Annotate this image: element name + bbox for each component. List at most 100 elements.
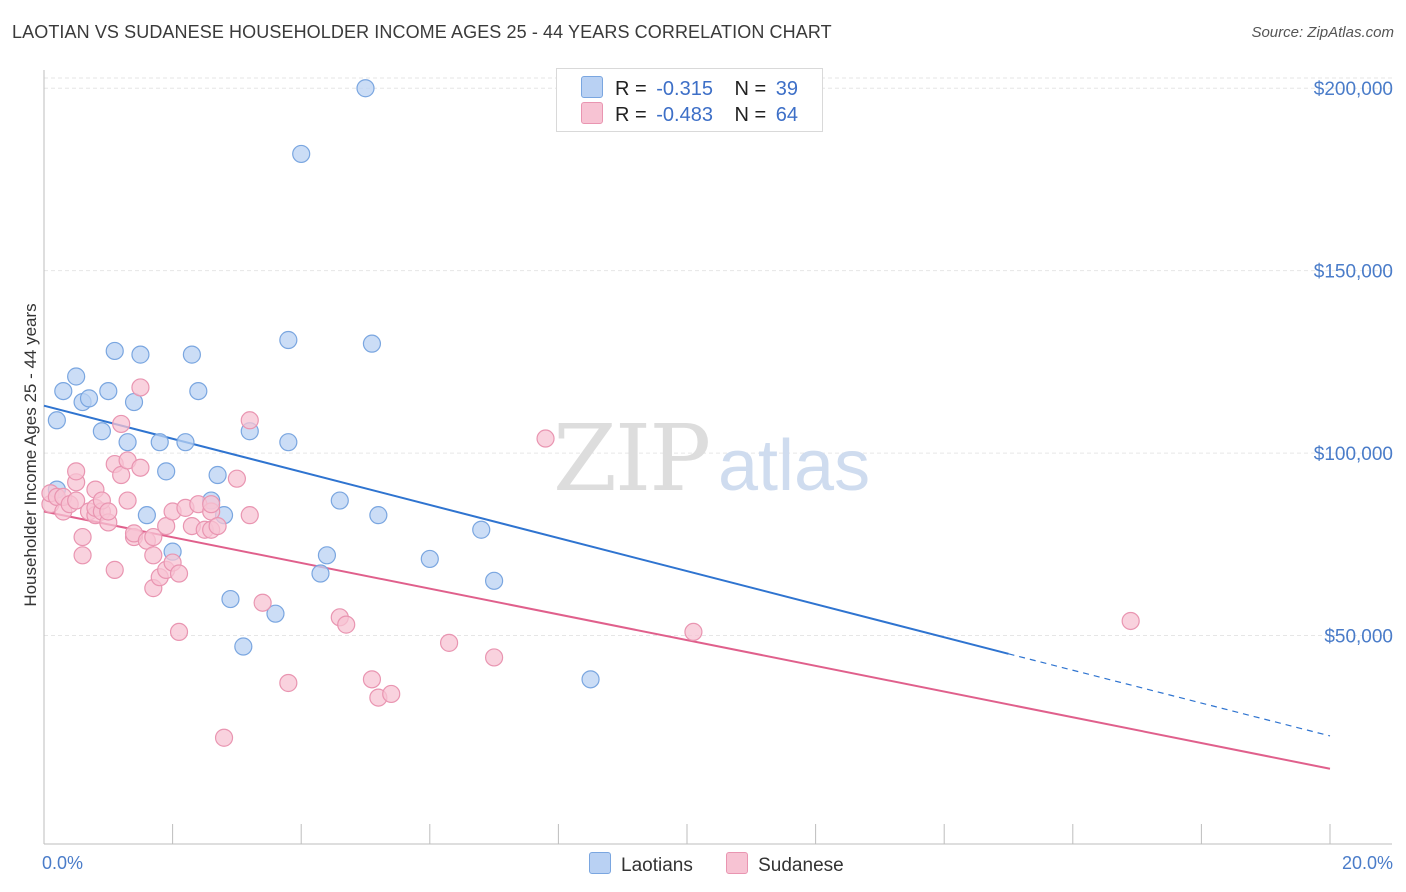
sudanese-point — [253, 593, 272, 612]
legend-r-label: R = — [615, 104, 647, 126]
laotian-point — [99, 381, 118, 401]
laotian-point — [92, 422, 111, 441]
sudanese-point — [536, 429, 555, 448]
sudanese-point — [382, 684, 401, 704]
sudanese-point — [439, 633, 459, 652]
sudanese-point — [105, 560, 124, 579]
laotian-point — [234, 637, 253, 656]
sudanese-point — [144, 527, 163, 547]
legend-label-sudanese: Sudanese — [758, 855, 844, 876]
laotian-point — [472, 520, 491, 539]
legend-row-laotians: R = -0.315 N = 39 — [581, 76, 798, 100]
laotian-point — [105, 341, 124, 361]
sudanese-point — [279, 673, 298, 693]
sudanese-point — [99, 502, 118, 521]
sudanese-point — [73, 546, 92, 565]
y-axis-label: Householder Income Ages 25 - 44 years — [21, 303, 40, 606]
sudanese-point — [169, 564, 189, 583]
trend-lines — [43, 404, 1331, 770]
laotian-point — [137, 506, 156, 525]
series-legend: Laotians Sudanese — [589, 852, 872, 877]
source-label: Source: ZipAtlas.com — [1251, 24, 1394, 41]
x-tick-label: 20.0% — [1342, 853, 1393, 873]
svg-text:ZIP: ZIP — [553, 405, 709, 512]
sudanese-point — [684, 622, 703, 642]
legend-item-laotians: Laotians — [589, 852, 693, 877]
laotian-swatch — [589, 852, 611, 874]
sudanese-point — [362, 670, 382, 689]
chart-title: LAOTIAN VS SUDANESE HOUSEHOLDER INCOME A… — [12, 22, 832, 42]
laotian-point — [311, 564, 330, 583]
y-tick-label: $50,000 — [1324, 627, 1393, 648]
sudanese-point — [67, 462, 86, 481]
legend-r-value: -0.483 — [656, 104, 713, 126]
legend-r-value: -0.315 — [656, 78, 713, 100]
sudanese-point — [208, 516, 227, 536]
laotian-point — [581, 670, 600, 689]
laotian-point — [189, 381, 208, 401]
laotian-point — [157, 462, 176, 481]
sudanese-point — [144, 546, 163, 565]
laotian-point — [118, 433, 137, 452]
laotian-trend-extension — [1008, 653, 1331, 737]
laotian-point — [266, 604, 285, 623]
laotian-point — [279, 330, 298, 350]
legend-n-label: N = — [734, 104, 767, 126]
laotian-point — [485, 571, 504, 590]
sudanese-point — [131, 378, 150, 397]
legend-n-label: N = — [734, 78, 767, 100]
laotian-point — [182, 345, 201, 364]
x-tick-labels: 0.0% 20.0% — [42, 853, 1393, 873]
sudanese-point — [227, 469, 246, 488]
legend-r-label: R = — [615, 78, 647, 100]
svg-text:atlas: atlas — [718, 426, 870, 506]
laotian-point — [356, 79, 375, 98]
laotian-point — [317, 546, 337, 565]
laotian-swatch — [581, 76, 603, 98]
y-tick-label: $100,000 — [1314, 444, 1393, 465]
sudanese-point — [112, 414, 131, 434]
sudanese-point — [169, 622, 189, 642]
sudanese-point — [240, 411, 259, 430]
sudanese-point — [202, 495, 221, 514]
y-tick-label: $200,000 — [1314, 79, 1393, 100]
laotian-point — [420, 549, 439, 569]
laotian-point — [221, 589, 240, 609]
laotian-points — [47, 79, 600, 689]
axes — [43, 70, 1392, 845]
laotian-point — [131, 345, 150, 364]
legend-item-sudanese: Sudanese — [726, 852, 844, 877]
laotian-point — [369, 506, 388, 525]
correlation-legend: R = -0.315 N = 39 R = -0.483 N = 64 — [556, 68, 823, 132]
zipatlas-watermark: ZIP atlas — [553, 405, 870, 512]
sudanese-point — [118, 491, 137, 510]
y-tick-label: $150,000 — [1314, 262, 1393, 283]
laotian-point — [292, 144, 311, 164]
sudanese-point — [337, 615, 356, 634]
sudanese-point — [67, 491, 86, 510]
legend-label-laotians: Laotians — [621, 855, 693, 876]
sudanese-points — [41, 378, 1140, 747]
laotian-point — [67, 367, 86, 386]
sudanese-point — [73, 527, 92, 547]
legend-row-sudanese: R = -0.483 N = 64 — [581, 102, 798, 126]
legend-n-value: 39 — [775, 78, 799, 100]
sudanese-point — [214, 728, 234, 747]
y-tick-labels: $50,000 $100,000 $150,000 $200,000 — [1314, 79, 1393, 647]
laotian-trend-line — [43, 404, 1009, 655]
sudanese-trend-line — [43, 510, 1331, 770]
laotian-point — [362, 334, 382, 353]
laotian-point — [54, 381, 73, 401]
laotian-point — [47, 411, 66, 430]
sudanese-point — [485, 648, 504, 667]
laotian-point — [79, 389, 99, 408]
laotian-point — [176, 433, 195, 452]
legend-n-value: 64 — [775, 104, 799, 126]
sudanese-point — [1121, 611, 1140, 631]
sudanese-point — [240, 506, 259, 525]
sudanese-point — [131, 458, 150, 477]
sudanese-swatch — [726, 852, 749, 874]
laotian-point — [330, 491, 349, 510]
laotian-point — [279, 433, 298, 452]
